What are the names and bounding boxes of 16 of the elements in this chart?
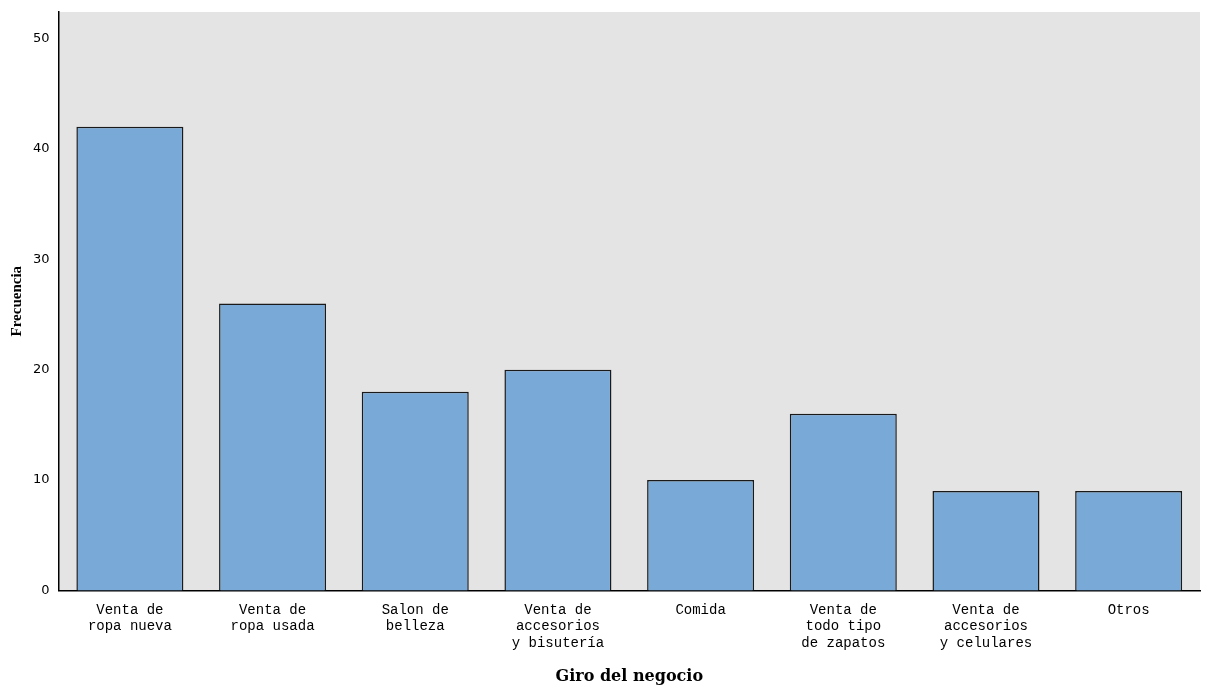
y-tick-label: 20 [33,361,50,377]
x-tick-label: Venta de accesorios y bisutería [511,601,605,652]
y-axis-title: Frecuencia [7,265,24,337]
x-tick-label: Venta de todo tipo de zapatos [801,601,886,652]
y-tick-label: 50 [33,29,50,45]
x-tick-label: Venta de ropa usada [230,601,315,635]
x-axis-title: Giro del negocio [555,665,704,685]
y-tick-label: 0 [41,581,50,597]
x-tick-label: Venta de accesorios y celulares [939,601,1033,652]
x-tick-label: Otros [1107,601,1150,618]
y-tick-label: 10 [33,471,50,487]
y-tick-label: 40 [33,140,50,156]
x-tick-label: Salon de belleza [381,601,449,635]
x-tick-label: Comida [675,601,726,618]
y-tick-label: 30 [33,250,50,266]
x-tick-label: Venta de ropa nueva [87,601,172,635]
